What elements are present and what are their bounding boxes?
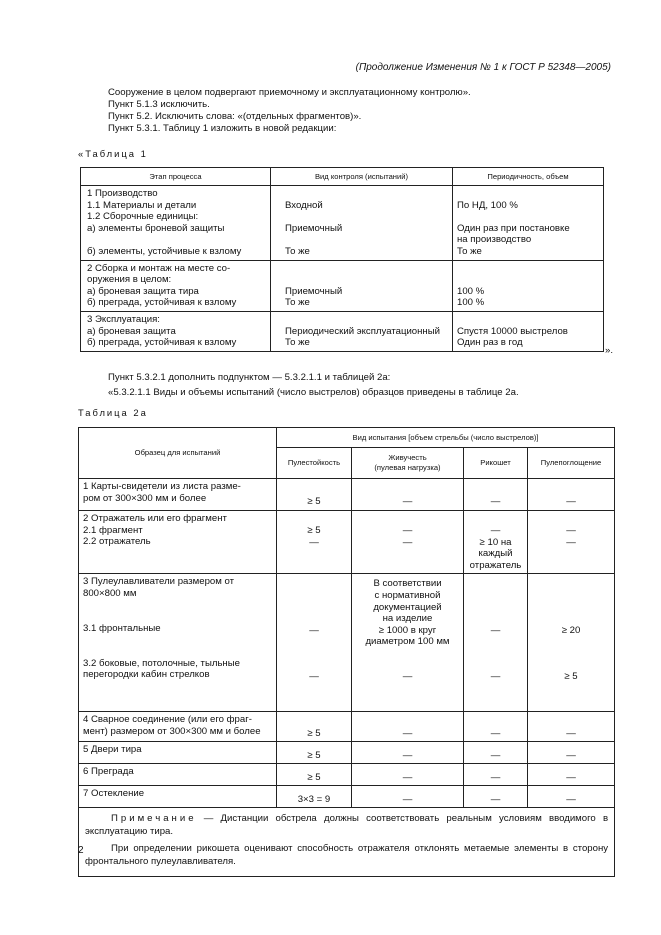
header-cell: Пулестойкость	[276, 447, 352, 479]
table-cell: ≥ 5	[276, 711, 352, 743]
table-cell: —	[463, 741, 528, 765]
table-cell: 4 Сварное соединение (или его фраг- мент…	[78, 711, 277, 743]
table1-caption: «Таблица 1	[78, 148, 148, 159]
table-cell: —	[351, 741, 464, 765]
header-cell: Рикошет	[463, 447, 528, 479]
table-cell: 6 Преграда	[78, 763, 277, 787]
table-cell: —	[526, 785, 616, 809]
header-cell-sample: Образец для испытаний	[78, 427, 277, 479]
note-text-2: При определении рикошета оценивают спосо…	[85, 843, 609, 868]
table-header-row: Этап процесса Вид контроля (испытаний) П…	[80, 167, 604, 186]
table-cell: ≥ 5 —	[276, 509, 352, 575]
table-row: 7 Остекление 3×3 = 9— — —	[78, 785, 616, 809]
table-row: 2 Отражатель или его фрагмент 2.1 фрагме…	[78, 509, 616, 575]
table-row: 3 Эксплуатация: а) броневая защита б) пр…	[80, 310, 604, 352]
middle-paragraphs: Пункт 5.3.2.1 дополнить подпунктом — 5.3…	[108, 370, 519, 400]
table-row: 4 Сварное соединение (или его фраг- мент…	[78, 711, 616, 743]
table-cell: Приемочный То же	[270, 259, 453, 312]
table2a-caption: Таблица 2а	[78, 407, 148, 418]
table-row: 2 Сборка и монтаж на месте со- оружения …	[80, 259, 604, 312]
table-cell: —	[526, 711, 616, 743]
table-cell: В соответствии с нормативной документаци…	[351, 573, 464, 713]
table-2a: Образец для испытаний Вид испытания [объ…	[77, 427, 616, 878]
table-cell: — —	[463, 573, 528, 713]
table-row: 3 Пулеулавливатели размером от 800×800 м…	[78, 573, 616, 713]
table-cell: 2 Отражатель или его фрагмент 2.1 фрагме…	[78, 509, 277, 575]
intro-paragraphs: Сооружение в целом подвергают приемочном…	[108, 87, 471, 135]
table-cell: — —	[526, 509, 616, 575]
table-cell: 3×3 = 9	[276, 785, 352, 809]
table-cell: 5 Двери тира	[78, 741, 277, 765]
table-cell: —	[526, 478, 616, 511]
table-cell: 3 Пулеулавливатели размером от 800×800 м…	[78, 573, 277, 713]
table-cell: —	[351, 763, 464, 787]
document-header: (Продолжение Изменения № 1 к ГОСТ Р 5234…	[355, 62, 611, 73]
table-cell: Спустя 10000 выстрелов Один раз в год	[452, 310, 604, 352]
paragraph: Пункт 5.2. Исключить слова: «(отдельных …	[108, 111, 362, 122]
page-number: 2	[78, 845, 84, 856]
paragraph: Пункт 5.3.1. Таблицу 1 изложить в новой …	[108, 123, 337, 134]
table-cell: ≥ 5	[276, 741, 352, 765]
table-cell: —	[463, 478, 528, 511]
header-cell: Вид контроля (испытаний)	[270, 167, 453, 186]
table-cell: 1 Карты-свидетели из листа разме- ром от…	[78, 478, 277, 511]
table-1: Этап процесса Вид контроля (испытаний) П…	[80, 167, 604, 352]
paragraph: «5.3.2.1.1 Виды и объемы испытаний (числ…	[108, 387, 519, 398]
table-header-row: Пулестойкость Живучесть (пулевая нагрузк…	[79, 447, 616, 479]
table-note-row: Примечание — Дистанции обстрела должны с…	[77, 807, 616, 878]
table-header-row: Образец для испытаний Вид испытания [объ…	[78, 427, 616, 479]
table1-closing-quote: ».	[605, 345, 614, 356]
table-row: 1 Карты-свидетели из листа разме- ром от…	[78, 478, 616, 511]
header-cell: Пулепоглощение	[526, 447, 616, 479]
table-cell: Периодический эксплуатационный То же	[270, 310, 453, 352]
table-cell: 7 Остекление	[78, 785, 277, 809]
table-cell: 1 Производство 1.1 Материалы и детали 1.…	[80, 185, 271, 261]
table-cell: — ≥ 10 на каждый отражатель	[463, 509, 528, 575]
table-row: 6 Преграда ≥ 5— — —	[78, 763, 616, 787]
table-cell: 3 Эксплуатация: а) броневая защита б) пр…	[80, 310, 271, 352]
table-cell: 2 Сборка и монтаж на месте со- оружения …	[80, 259, 271, 312]
table-cell: — —	[351, 509, 464, 575]
table-note: Примечание — Дистанции обстрела должны с…	[77, 807, 616, 878]
paragraph: Пункт 5.1.3 исключить.	[108, 99, 210, 110]
table-cell: —	[351, 478, 464, 511]
note-label: Примечание	[111, 813, 197, 825]
header-cell-group: Вид испытания [объем стрельбы (число выс…	[275, 427, 616, 448]
table-cell: ≥ 20 ≥ 5	[526, 573, 616, 713]
paragraph: Сооружение в целом подвергают приемочном…	[108, 87, 471, 98]
table-cell: ≥ 5	[276, 478, 352, 511]
table-cell: —	[463, 711, 528, 743]
header-cell: Этап процесса	[80, 167, 271, 186]
paragraph: Пункт 5.3.2.1 дополнить подпунктом — 5.3…	[108, 372, 391, 383]
note-text: — Дистанции обстрела должны соответствов…	[85, 813, 609, 838]
table-cell: —	[351, 711, 464, 743]
table-cell: —	[526, 741, 616, 765]
table-cell: —	[463, 785, 528, 809]
table-row: 5 Двери тира ≥ 5— — —	[78, 741, 616, 765]
table-cell: ≥ 5	[276, 763, 352, 787]
table-cell: Входной Приемочный То же	[270, 185, 453, 261]
header-cell: Живучесть (пулевая нагрузка)	[351, 447, 464, 479]
table-cell: —	[351, 785, 464, 809]
table-row: 1 Производство 1.1 Материалы и детали 1.…	[80, 185, 604, 261]
header-cell: Периодичность, объем	[452, 167, 604, 186]
table-cell: 100 % 100 %	[452, 259, 604, 312]
table-cell: —	[526, 763, 616, 787]
table-cell: —	[463, 763, 528, 787]
table-cell: По НД, 100 % Один раз при постановке на …	[452, 185, 604, 261]
table-cell: — —	[276, 573, 352, 713]
